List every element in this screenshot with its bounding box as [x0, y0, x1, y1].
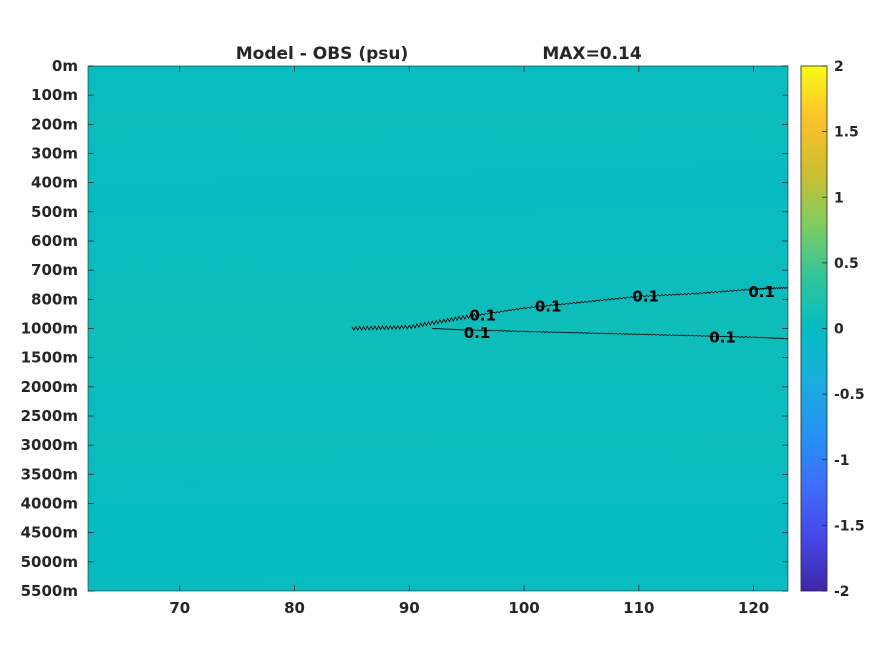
y-tick-label: 3500m [21, 465, 78, 483]
contour-line [432, 327, 789, 340]
y-tick-label: 100m [31, 86, 78, 104]
y-tick-label: 300m [31, 145, 78, 163]
y-tick-label: 200m [31, 115, 78, 133]
chart-title: Model - OBS (psu) [236, 44, 409, 64]
field-patch-bottom [88, 529, 788, 580]
y-tick-label: 3000m [21, 436, 78, 454]
x-axis: 70 80 90 100 110 120 [169, 66, 769, 617]
x-tick-label: 70 [169, 599, 190, 617]
contour-label: 0.1 [709, 328, 736, 346]
y-tick-label: 0m [52, 57, 78, 75]
y-tick-label: 1000m [21, 320, 78, 338]
field-patch-deep [88, 424, 734, 486]
colorbar-tick-label: -1.5 [834, 518, 865, 534]
field-patch-upper [88, 165, 788, 215]
contour-line [351, 286, 789, 332]
y-tick-label: 600m [31, 232, 78, 250]
field-features [88, 165, 788, 580]
x-tick-label: 110 [623, 599, 654, 617]
contour-label: 0.1 [748, 283, 775, 301]
contour-lines [351, 286, 789, 340]
colorbar-tick-label: 0 [834, 322, 844, 338]
field-patch-middle [88, 241, 788, 297]
y-tick-label: 5500m [21, 582, 78, 600]
y-tick-label: 800m [31, 290, 78, 308]
y-tick-label: 700m [31, 261, 78, 279]
plot-area [88, 66, 788, 591]
y-tick-label: 2500m [21, 407, 78, 425]
y-axis: 0m 100m 200m 300m 400m 500m 600m 700m 800m 1000m 1… [21, 57, 788, 600]
max-annotation: MAX=0.14 [542, 44, 642, 64]
colorbar-tick-label: -1 [834, 453, 850, 469]
x-tick-label: 80 [284, 599, 305, 617]
x-tick-label: 100 [508, 599, 539, 617]
contour-label: 0.1 [469, 306, 496, 324]
colorbar-tick-label: -0.5 [834, 387, 865, 403]
y-tick-label: 4000m [21, 495, 78, 513]
colorbar-axis: 2 1.5 1 0.5 0 -0.5 -1 -1.5 -2 [822, 59, 865, 600]
x-tick-label: 120 [738, 599, 769, 617]
y-tick-label: 1500m [21, 349, 78, 367]
colorbar-tick-label: 0.5 [834, 256, 859, 272]
y-tick-label: 2000m [21, 378, 78, 396]
contour-label: 0.1 [464, 324, 491, 342]
colorbar-tick-label: 1.5 [834, 125, 859, 141]
y-tick-label: 400m [31, 174, 78, 192]
y-tick-label: 4500m [21, 524, 78, 542]
contour-label: 0.1 [535, 298, 562, 316]
colorbar-tick-label: 2 [834, 59, 844, 75]
y-tick-label: 5000m [21, 553, 78, 571]
contour-labels: 0.1 0.10.1 0.10.1 0.1 [464, 283, 775, 346]
colorbar-tick-label: -2 [834, 584, 850, 600]
colorbar-tick-label: 1 [834, 190, 844, 206]
contour-label: 0.1 [632, 287, 659, 305]
y-tick-label: 500m [31, 203, 78, 221]
x-tick-label: 90 [399, 599, 420, 617]
